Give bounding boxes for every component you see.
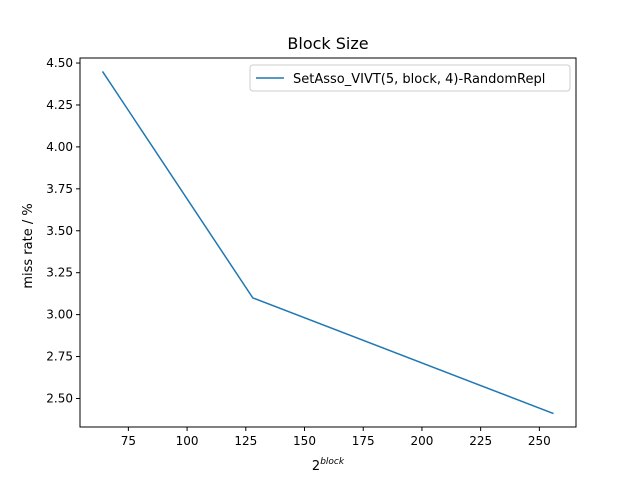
y-axis-ticks: 2.50 2.75 3.00 3.25 3.50 3.75 4.00 4.25 4.50	[46, 56, 80, 405]
series-line	[101, 70, 554, 415]
x-axis-label: 2block	[312, 457, 345, 474]
x-tick-label: 150	[293, 434, 316, 448]
y-tick-label: 3.00	[46, 308, 73, 322]
x-axis-ticks: 75 100 125 150 175 200 225 250	[121, 427, 551, 448]
y-tick-label: 3.50	[46, 224, 73, 238]
x-axis-label-exponent: block	[320, 457, 345, 467]
plot-frame	[79, 57, 577, 428]
x-axis-label-base: 2	[312, 459, 320, 474]
x-tick-label: 100	[176, 434, 199, 448]
y-tick-label: 4.00	[46, 140, 73, 154]
y-tick-label: 2.75	[46, 350, 73, 364]
x-tick-label: 250	[528, 434, 551, 448]
legend-entry: SetAsso_VIVT(5, block, 4)-RandomRepl	[293, 72, 545, 87]
y-tick-label: 3.25	[46, 266, 73, 280]
plot-area	[79, 57, 577, 428]
x-tick-label: 75	[121, 434, 136, 448]
legend-box	[249, 64, 571, 92]
chart-title: Block Size	[287, 34, 368, 53]
x-tick-label: 200	[410, 434, 433, 448]
x-tick-label: 225	[469, 434, 492, 448]
y-tick-label: 4.50	[46, 56, 73, 70]
y-tick-label: 2.50	[46, 391, 73, 405]
y-tick-label: 3.75	[46, 182, 73, 196]
legend: SetAsso_VIVT(5, block, 4)-RandomRepl	[249, 64, 571, 92]
series-layer	[101, 70, 554, 415]
y-tick-label: 4.25	[46, 98, 73, 112]
x-tick-label: 125	[234, 434, 257, 448]
x-tick-label: 175	[352, 434, 375, 448]
y-axis-label: miss rate / %	[21, 203, 36, 288]
